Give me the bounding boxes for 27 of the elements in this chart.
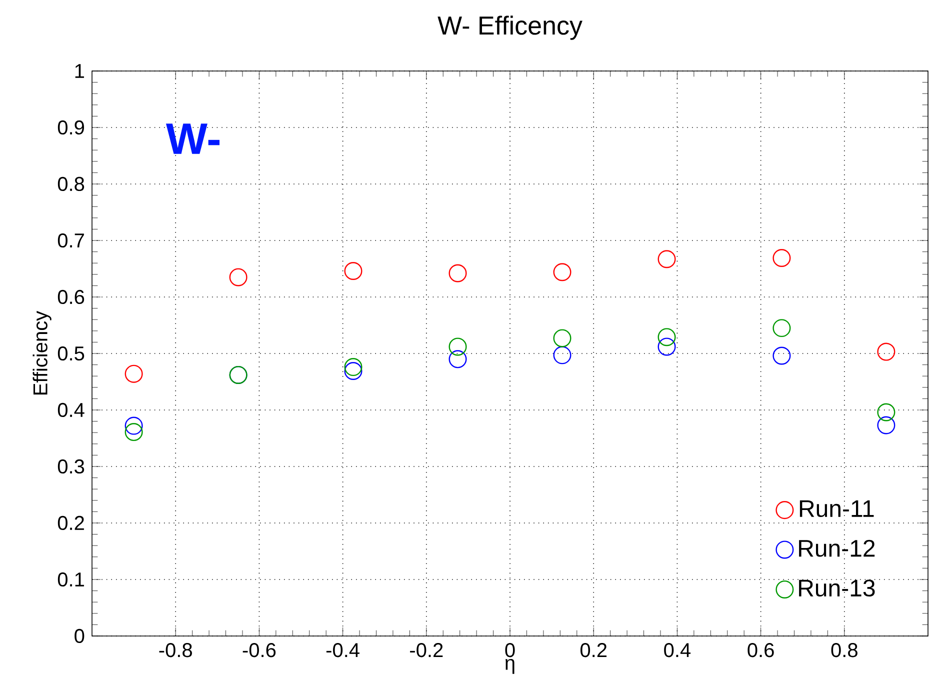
x-tick-label: 0.6: [748, 643, 774, 658]
y-axis-title: Efficiency: [32, 310, 52, 394]
legend-label: Run-12: [799, 540, 875, 557]
y-tick-label: 0.4: [58, 402, 84, 418]
y-tick-label: 0: [74, 628, 84, 644]
x-tick-label: -0.8: [159, 643, 192, 658]
legend-label: Run-13: [799, 580, 875, 597]
y-tick-label: 0.8: [58, 176, 84, 192]
x-tick-label: 0.8: [831, 643, 858, 658]
x-tick-label: 0.2: [580, 643, 607, 658]
legend-label: Run-11: [800, 500, 874, 518]
y-tick-label: 0.6: [58, 290, 84, 304]
y-tick-label: 0.5: [58, 346, 84, 361]
chart-title: W- Efficency: [438, 16, 582, 40]
y-tick-label: 0.1: [58, 572, 84, 587]
annotation: W-: [166, 124, 220, 154]
x-tick-label: 0.4: [664, 643, 691, 658]
x-tick-label: -0.2: [410, 643, 443, 658]
y-tick-label: 0.7: [58, 233, 84, 248]
x-axis-title: η: [505, 658, 514, 674]
x-tick-label: -0.6: [242, 643, 276, 658]
y-tick-label: 1: [75, 64, 84, 78]
x-tick-label: -0.4: [326, 643, 360, 658]
y-tick-label: 0.3: [58, 459, 84, 474]
y-tick-label: 0.2: [58, 516, 84, 530]
y-tick-label: 0.9: [58, 120, 84, 135]
x-tick-label: 0: [505, 643, 515, 658]
